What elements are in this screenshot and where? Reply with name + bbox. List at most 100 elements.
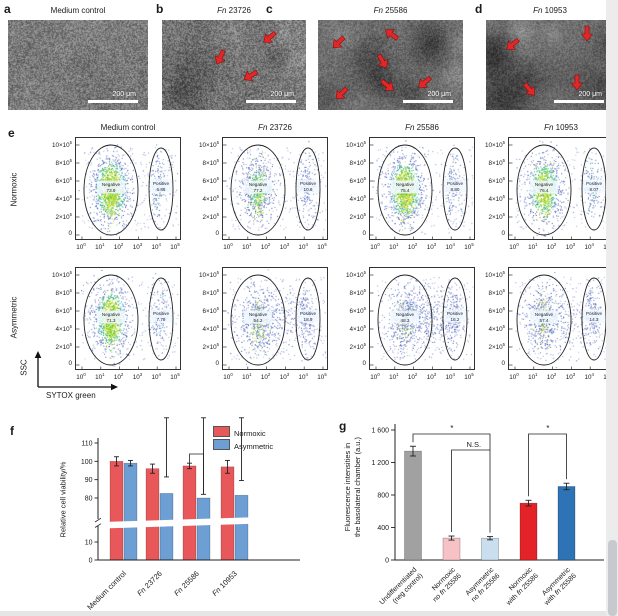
flow-xtick: 104 — [151, 242, 161, 252]
flow-xtick: 102 — [546, 242, 557, 252]
flow-xtick: 102 — [546, 372, 557, 382]
svg-text:Positive: Positive — [153, 311, 170, 316]
scrollbar-track[interactable] — [606, 0, 618, 616]
legend-swatch-asymmetric — [213, 439, 230, 450]
scale-bar — [554, 99, 604, 103]
flow-xtick: 105 — [464, 372, 474, 382]
svg-text:800: 800 — [377, 493, 389, 500]
svg-text:73.9: 73.9 — [107, 188, 116, 193]
flow-xtick: 101 — [389, 242, 399, 252]
flow-ytick: 4×105 — [202, 324, 219, 334]
micrograph-image-c: 200 μm — [318, 20, 463, 110]
scale-bar — [403, 99, 453, 103]
flow-ytick: 6×105 — [488, 306, 505, 316]
flow-ytick: 4×105 — [55, 194, 72, 204]
red-arrow-icon — [418, 75, 432, 88]
svg-text:Fn 23726: Fn 23726 — [135, 569, 164, 598]
flow-xtick: 101 — [242, 372, 252, 382]
flow-ytick: 0 — [68, 360, 72, 367]
flow-col-title: Fn 23726 — [258, 123, 292, 132]
svg-text:Negative: Negative — [396, 182, 415, 187]
flow-ytick: 8×105 — [488, 288, 505, 298]
svg-text:54.2: 54.2 — [254, 318, 263, 323]
micrograph-title: Medium control — [50, 6, 106, 15]
flow-xtick: 104 — [298, 242, 308, 252]
flow-ytick: 6×105 — [488, 176, 505, 186]
svg-text:16.2: 16.2 — [451, 317, 460, 322]
svg-text:48.3: 48.3 — [401, 318, 410, 323]
svg-text:Positive: Positive — [586, 311, 603, 316]
red-arrow-icon — [243, 69, 259, 81]
flow-xtick: 103 — [132, 242, 143, 252]
flow-ytick: 10×105 — [51, 140, 72, 150]
flow-xtick: 101 — [528, 242, 538, 252]
red-arrow-icon — [522, 82, 535, 96]
flow-row-label-normoxic: Normoxic — [9, 172, 19, 207]
flow-ytick: 10×105 — [484, 270, 505, 280]
red-arrow-icon — [379, 78, 394, 91]
flow-plot-normoxic-1: Negative 77.2 Positive 10.8 — [222, 137, 328, 240]
svg-text:8.80: 8.80 — [451, 187, 460, 192]
flow-xtick: 105 — [170, 242, 180, 252]
flow-xtick: 101 — [242, 242, 252, 252]
flow-ytick: 8×105 — [349, 158, 366, 168]
scrollbar-thumb[interactable] — [607, 540, 617, 616]
flow-xtick: 100 — [76, 372, 86, 382]
flow-ytick: 6×105 — [55, 176, 72, 186]
red-arrow-icon — [262, 30, 277, 43]
micrograph-title: Fn 10953 — [533, 6, 567, 15]
flow-ytick: 2×105 — [55, 342, 72, 352]
page-bottom-edge — [0, 611, 606, 616]
flow-xtick: 103 — [565, 242, 576, 252]
flow-ytick: 6×105 — [55, 306, 72, 316]
flow-ytick: 4×105 — [488, 194, 505, 204]
flow-plot-normoxic-2: Negative 75.4 Positive 8.80 — [369, 137, 475, 240]
flow-xtick: 105 — [317, 242, 327, 252]
flow-ytick: 2×105 — [488, 342, 505, 352]
flow-ytick: 10×105 — [484, 140, 505, 150]
flow-xtick: 103 — [279, 242, 290, 252]
flow-ytick: 2×105 — [488, 212, 505, 222]
panel-letter-c: c — [266, 2, 273, 16]
flow-xtick: 105 — [317, 372, 327, 382]
legend-swatch-normoxic — [213, 426, 230, 437]
svg-text:Negative: Negative — [102, 182, 121, 187]
scale-bar-label: 200 μm — [270, 91, 295, 98]
flow-xtick: 100 — [223, 372, 233, 382]
micrograph-canvas — [8, 20, 148, 110]
flow-ytick: 0 — [362, 360, 366, 367]
flow-col-title: Fn 10953 — [544, 123, 578, 132]
micrograph-title: Fn 23726 — [217, 6, 251, 15]
legend-label-asymmetric: Asymmetric — [234, 442, 274, 451]
flow-ytick: 8×105 — [202, 158, 219, 168]
panel-letter-f: f — [10, 424, 14, 438]
flow-ytick: 4×105 — [55, 324, 72, 334]
chart-f-legend: Normoxic Asymmetric — [213, 426, 273, 452]
svg-text:Positive: Positive — [447, 311, 464, 316]
flow-xtick: 100 — [509, 242, 519, 252]
svg-text:10.8: 10.8 — [304, 187, 313, 192]
flow-col-title: Fn 25586 — [405, 123, 439, 132]
flow-ytick: 6×105 — [349, 176, 366, 186]
svg-text:Positive: Positive — [447, 181, 464, 186]
flow-plot-normoxic-3: Negative 76.4 Positive 8.07 — [508, 137, 614, 240]
flow-plot-asymmetric-1: Negative 54.2 Positive 18.9 — [222, 267, 328, 370]
svg-text:0: 0 — [385, 558, 389, 565]
flow-ytick: 2×105 — [202, 212, 219, 222]
red-arrow-icon — [505, 38, 520, 50]
flow-xtick: 102 — [260, 372, 271, 382]
scale-bar — [246, 99, 296, 103]
svg-text:400: 400 — [377, 525, 389, 532]
flow-plot-asymmetric-0: Negative 71.3 Positive 7.79 — [75, 267, 181, 370]
red-arrow-icon — [214, 49, 226, 65]
flow-ytick: 8×105 — [55, 158, 72, 168]
flow-plot-asymmetric-3: Negative 57.4 Positive 14.3 — [508, 267, 614, 370]
flow-ytick: 0 — [501, 230, 505, 237]
panel-letter-a: a — [4, 2, 11, 16]
flow-ytick: 10×105 — [198, 270, 219, 280]
flow-ytick: 2×105 — [202, 342, 219, 352]
